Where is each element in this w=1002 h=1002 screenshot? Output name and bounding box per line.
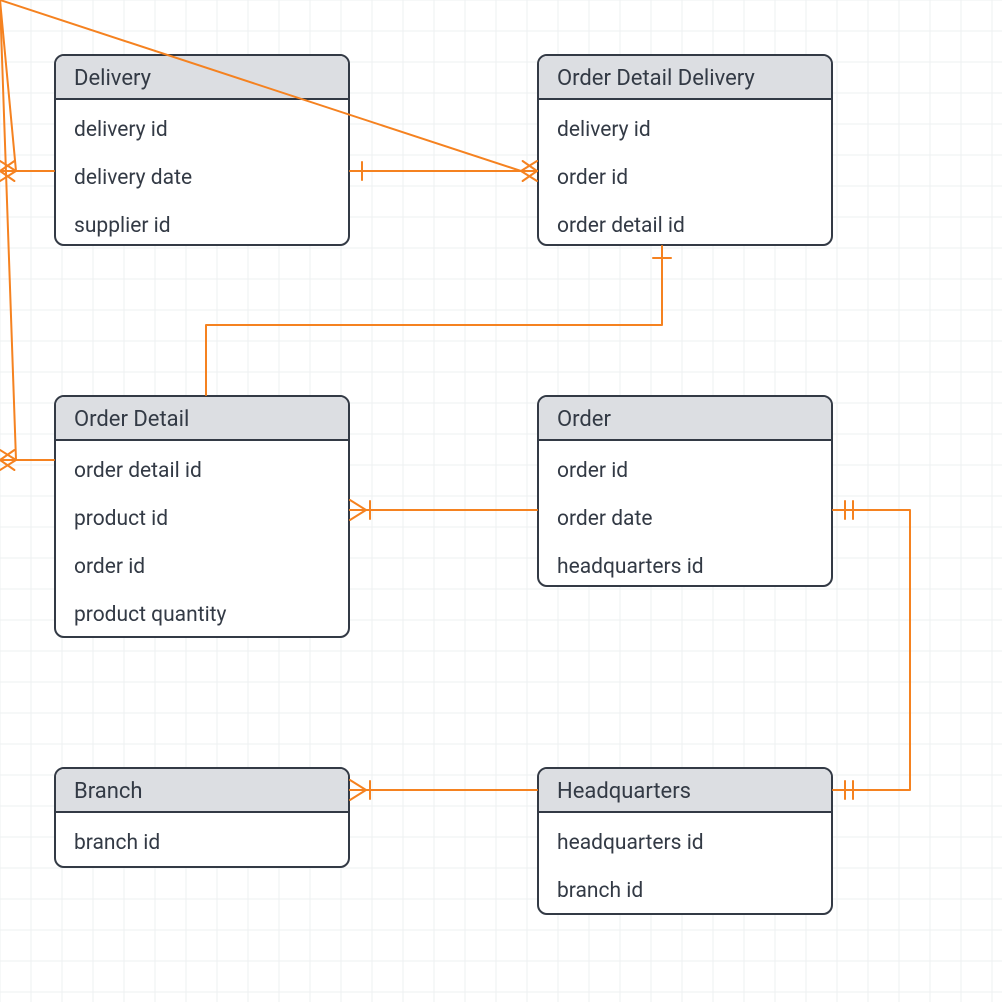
entity-attribute: order detail id <box>539 202 831 246</box>
entity-body: branch id <box>56 813 348 868</box>
entity-body: order idorder dateheadquarters id <box>539 441 831 587</box>
diagram-canvas: Deliverydelivery iddelivery datesupplier… <box>0 0 1002 1002</box>
entity-attribute: headquarters id <box>539 819 831 867</box>
entity-attribute: supplier id <box>56 202 348 246</box>
entity-attribute: delivery date <box>56 154 348 202</box>
entity-attribute: product id <box>56 495 348 543</box>
entity-title: Delivery <box>56 56 348 100</box>
entity-delivery[interactable]: Deliverydelivery iddelivery datesupplier… <box>54 54 350 246</box>
entity-attribute: branch id <box>539 867 831 915</box>
entity-title: Branch <box>56 769 348 813</box>
entity-order-detail[interactable]: Order Detailorder detail idproduct idord… <box>54 395 350 638</box>
entity-title: Headquarters <box>539 769 831 813</box>
entity-branch[interactable]: Branch branch id <box>54 767 350 868</box>
entity-body: order detail idproduct idorder idproduct… <box>56 441 348 638</box>
entity-title: Order Detail <box>56 397 348 441</box>
entity-attribute: delivery id <box>56 106 348 154</box>
entity-order[interactable]: Orderorder idorder dateheadquarters id <box>537 395 833 587</box>
entity-attribute: order detail id <box>56 447 348 495</box>
entity-body: delivery iddelivery datesupplier id <box>56 100 348 246</box>
entity-body: headquarters idbranch id <box>539 813 831 915</box>
entity-attribute: product quantity <box>56 591 348 638</box>
entity-title: Order <box>539 397 831 441</box>
entity-headquarters[interactable]: Headquartersheadquarters idbranch id <box>537 767 833 915</box>
entity-attribute: order id <box>539 447 831 495</box>
entity-order-detail-delivery[interactable]: Order Detail Deliverydelivery idorder id… <box>537 54 833 246</box>
entity-attribute: headquarters id <box>539 543 831 587</box>
entity-attribute: delivery id <box>539 106 831 154</box>
entity-body: delivery idorder idorder detail id <box>539 100 831 246</box>
entity-attribute: branch id <box>56 819 348 867</box>
entity-attribute: order date <box>539 495 831 543</box>
entity-attribute: order id <box>56 543 348 591</box>
entity-attribute: order id <box>539 154 831 202</box>
entity-title: Order Detail Delivery <box>539 56 831 100</box>
